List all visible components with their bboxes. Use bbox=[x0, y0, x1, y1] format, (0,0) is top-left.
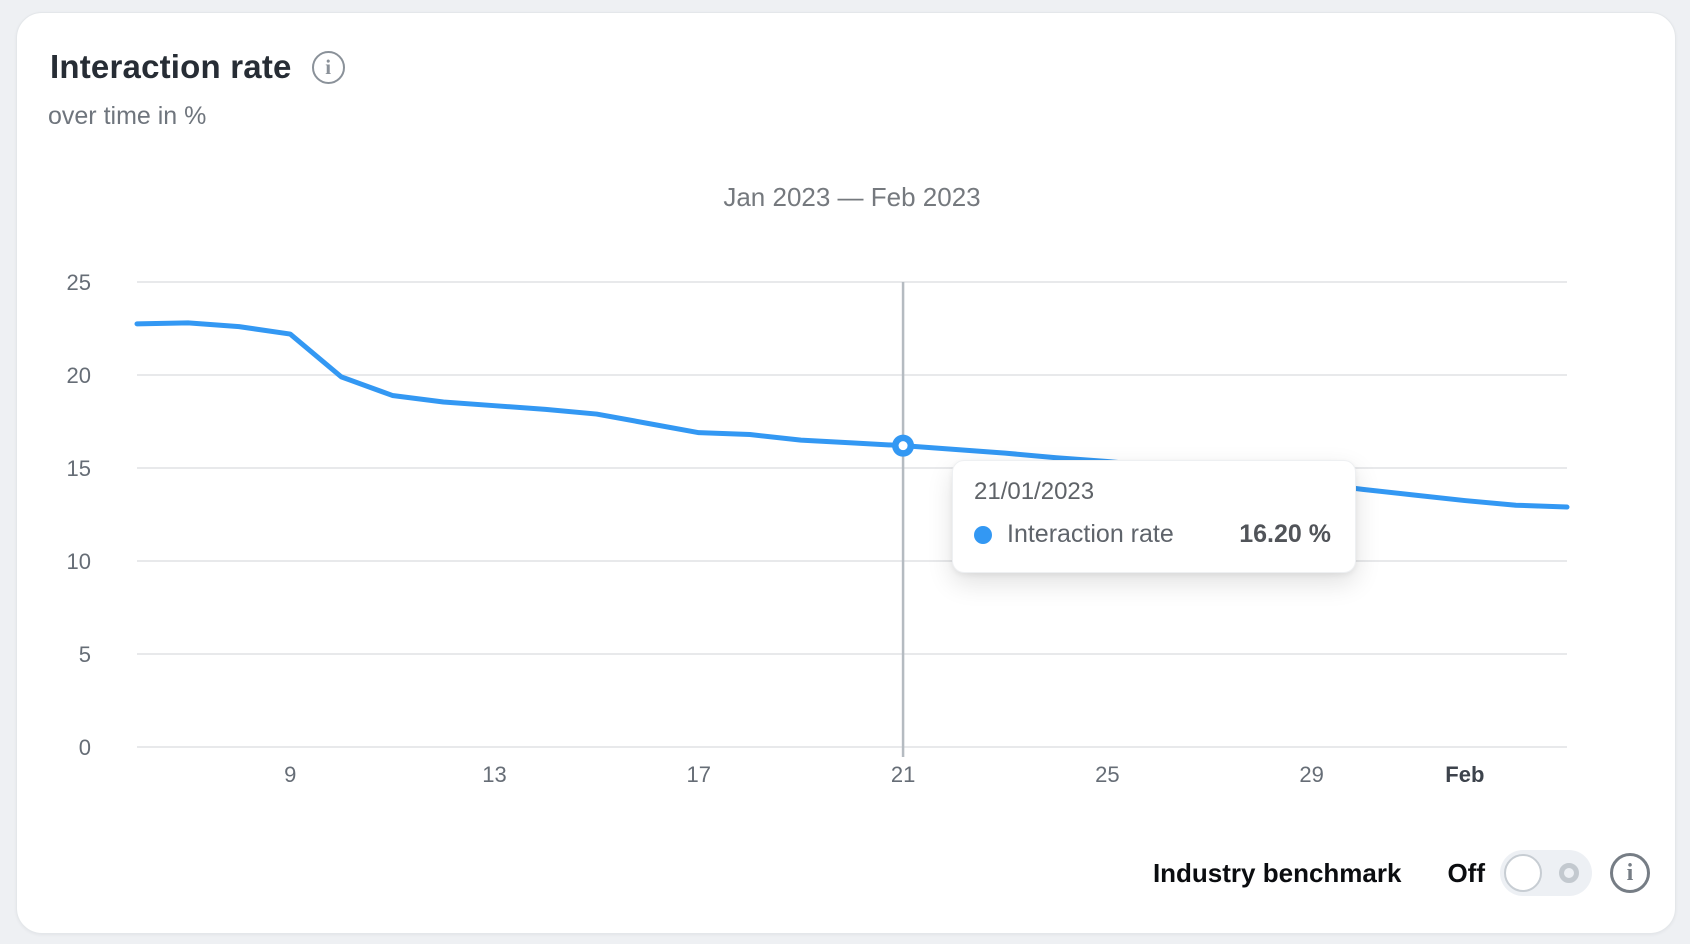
chart-card bbox=[16, 12, 1676, 934]
y-axis-label: 0 bbox=[79, 735, 91, 760]
y-axis-label: 25 bbox=[67, 270, 91, 295]
benchmark-info-icon[interactable]: i bbox=[1610, 853, 1650, 893]
x-axis-label: 29 bbox=[1299, 762, 1323, 787]
y-axis-label: 20 bbox=[67, 363, 91, 388]
toggle-ring-icon bbox=[1559, 863, 1579, 883]
y-axis-label: 10 bbox=[67, 549, 91, 574]
y-axis-label: 15 bbox=[67, 456, 91, 481]
tooltip-value: 16.20 % bbox=[1239, 520, 1331, 548]
active-point-center bbox=[898, 441, 908, 451]
chart-period-title: Jan 2023 — Feb 2023 bbox=[723, 182, 981, 212]
info-icon[interactable]: i bbox=[311, 50, 345, 84]
x-axis-label: 9 bbox=[284, 762, 296, 787]
x-axis-label: 13 bbox=[482, 762, 506, 787]
series-dot-icon bbox=[974, 525, 992, 544]
x-axis-label: 17 bbox=[687, 762, 711, 787]
toggle-knob[interactable] bbox=[1504, 854, 1542, 892]
tooltip-series-name: Interaction rate bbox=[1007, 520, 1174, 548]
page-title: Interaction rate bbox=[50, 48, 292, 85]
chart-subtitle: over time in % bbox=[48, 102, 207, 130]
benchmark-toggle[interactable] bbox=[1500, 850, 1592, 896]
x-axis-label: Feb bbox=[1445, 762, 1484, 787]
benchmark-state: Off bbox=[1447, 857, 1485, 888]
y-axis-label: 5 bbox=[79, 642, 91, 667]
benchmark-row: Industry benchmark Off i bbox=[1153, 849, 1650, 897]
chart-tooltip: 21/01/2023 Interaction rate 16.20 % bbox=[952, 460, 1356, 573]
x-axis-label: 21 bbox=[891, 762, 915, 787]
card-header: Interaction rate i bbox=[50, 48, 345, 86]
info-icon-glyph: i bbox=[325, 54, 332, 79]
tooltip-row: Interaction rate 16.20 % bbox=[974, 520, 1331, 549]
info-icon-glyph: i bbox=[1626, 859, 1634, 886]
tooltip-date: 21/01/2023 bbox=[974, 478, 1095, 505]
benchmark-label: Industry benchmark bbox=[1152, 857, 1402, 888]
x-axis-label: 25 bbox=[1095, 762, 1119, 787]
